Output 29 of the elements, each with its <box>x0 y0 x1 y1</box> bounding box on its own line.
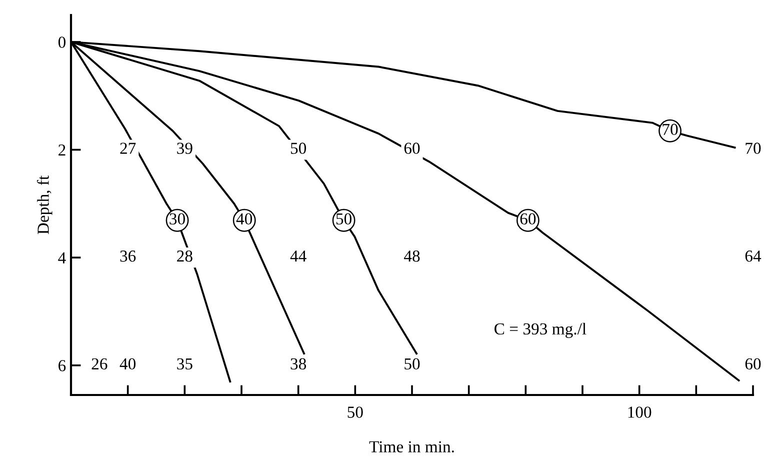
annotation: 50 <box>404 358 420 370</box>
annotation: 50 <box>336 213 352 225</box>
annotation: 40 <box>236 213 252 225</box>
annotation: 30 <box>170 213 185 225</box>
x-tick-label: 100 <box>628 406 652 418</box>
y-tick-label: 0 <box>58 36 66 48</box>
annotation: 36 <box>120 250 136 262</box>
annotation: 44 <box>290 250 306 262</box>
y-tick-label: 4 <box>58 252 66 264</box>
y-tick-label: 6 <box>58 360 66 372</box>
annotation: 38 <box>290 358 306 370</box>
annotation: 40 <box>120 358 136 370</box>
annotation: 26 <box>92 358 108 370</box>
annotation: 60 <box>404 142 420 154</box>
annotation: 48 <box>404 250 420 262</box>
annotation: 50 <box>290 142 306 154</box>
y-tick-label: 2 <box>58 144 66 156</box>
annotation: 70 <box>662 124 678 136</box>
y-axis-title: Depth, ft <box>36 175 52 234</box>
annotation: 64 <box>745 250 762 262</box>
x-axis-title: Time in min. <box>369 441 454 452</box>
annotation: 39 <box>177 142 192 154</box>
annotation: 70 <box>746 142 761 154</box>
annotation: 60 <box>520 213 536 225</box>
annotation: 35 <box>177 358 192 370</box>
annotation: 60 <box>745 358 761 370</box>
annotation: C = 393 mg./l <box>494 322 586 338</box>
annotation: 27 <box>120 142 136 154</box>
annotation: 28 <box>177 250 192 262</box>
